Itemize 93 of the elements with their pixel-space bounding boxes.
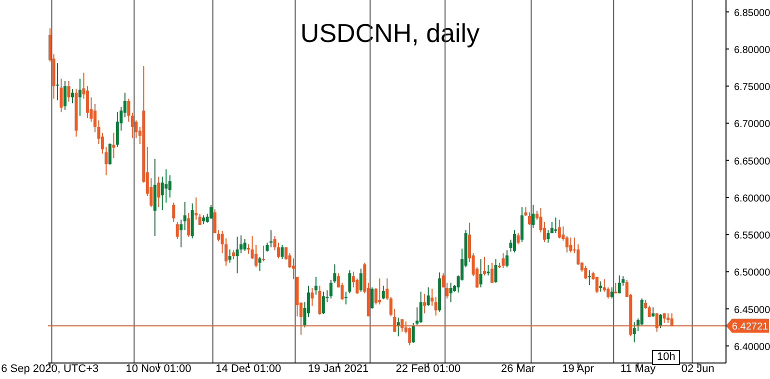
candlestick (258, 256, 262, 272)
x-tick-label: 14 Dec 01:00 (216, 363, 282, 375)
candlestick (344, 291, 348, 305)
candlestick (108, 142, 112, 166)
candlestick (502, 252, 505, 268)
candlestick (236, 236, 239, 274)
candlestick (130, 112, 134, 139)
candlestick (430, 288, 434, 306)
y-tick-label: 6.60000 (734, 193, 770, 204)
candlestick (490, 262, 494, 284)
candlestick (176, 221, 179, 240)
y-tick-label: 6.70000 (734, 119, 770, 130)
candlestick (532, 204, 535, 228)
candlestick (386, 278, 389, 300)
candlestick (595, 276, 598, 294)
candlestick (262, 245, 266, 262)
candlestick (546, 230, 550, 244)
y-tick-label: 6.45000 (734, 304, 770, 316)
candlestick (610, 286, 614, 299)
x-tick-label: 19 Jan 2021 (308, 363, 369, 375)
x-tick-label: 02 Jun (681, 363, 714, 375)
candlestick (370, 286, 374, 310)
candlestick (86, 86, 89, 119)
y-tick-label: 6.40000 (734, 342, 770, 353)
candlestick (348, 270, 352, 294)
candlestick (172, 202, 176, 222)
candlestick (359, 268, 362, 292)
candlestick (486, 264, 490, 276)
candlestick (483, 256, 486, 276)
candlestick (569, 237, 572, 253)
candlestick (426, 286, 430, 306)
x-tick-label: 22 Feb 01:00 (396, 363, 461, 375)
candlestick (67, 80, 70, 102)
candlestick (127, 98, 130, 122)
candlestick (168, 174, 172, 198)
candlestick (194, 196, 198, 220)
y-tick-label: 6.85000 (734, 8, 770, 19)
candlestick (389, 296, 392, 317)
candlestick (157, 176, 160, 208)
candlestick (528, 212, 531, 226)
candlestick (632, 322, 636, 343)
candlestick (542, 221, 546, 242)
x-tick-label: 19 Apr (562, 363, 594, 375)
candlestick (210, 204, 213, 220)
candlestick (382, 285, 385, 300)
candlestick (180, 219, 183, 248)
candlestick (243, 238, 246, 252)
y-tick-label: 6.50000 (734, 268, 770, 279)
candlestick (423, 293, 426, 314)
candlestick (419, 291, 422, 324)
candlestick (310, 288, 314, 306)
y-tick-label: 6.55000 (734, 230, 770, 242)
candlestick (228, 248, 232, 264)
candlestick (78, 78, 82, 116)
ref-line-label: 6.42721 (732, 322, 769, 333)
candlestick (449, 282, 452, 303)
candlestick (618, 274, 621, 294)
candlestick (247, 244, 250, 254)
candlestick (479, 258, 482, 288)
x-tick-label: 26 Mar (500, 363, 536, 375)
candlestick (70, 88, 74, 104)
candlestick (558, 219, 561, 239)
candlestick (280, 244, 284, 260)
candlestick (434, 296, 438, 316)
candlestick (187, 212, 190, 238)
annotation: 10h (657, 351, 676, 363)
candlestick (494, 258, 498, 284)
candlestick (554, 217, 558, 234)
y-tick-label: 6.75000 (734, 82, 770, 94)
candlestick (164, 168, 168, 204)
candlestick (588, 270, 591, 286)
candlestick (63, 80, 66, 110)
y-tick-label: 6.65000 (734, 156, 770, 168)
x-tick-label: 6 Sep 2020, UTC+3 (1, 363, 99, 375)
candlestick (314, 276, 318, 296)
candlestick (322, 291, 325, 315)
x-tick-label: 11 May (620, 363, 656, 375)
candlestick (412, 322, 415, 344)
x-tick-label: 10 Nov 01:00 (126, 363, 192, 375)
candlestick (60, 78, 63, 113)
y-tick-label: 6.80000 (734, 44, 770, 56)
candlestick (666, 312, 670, 324)
candlestick (512, 230, 516, 253)
candlestick (198, 213, 202, 226)
candlestick (648, 305, 651, 318)
candlestick (318, 285, 322, 316)
candlestick (584, 265, 588, 280)
candlestick (565, 236, 568, 253)
candlestick (516, 232, 520, 245)
candlestick (659, 314, 662, 329)
candlestick (505, 250, 508, 268)
candlestick (183, 201, 186, 231)
candlestick (56, 62, 59, 101)
